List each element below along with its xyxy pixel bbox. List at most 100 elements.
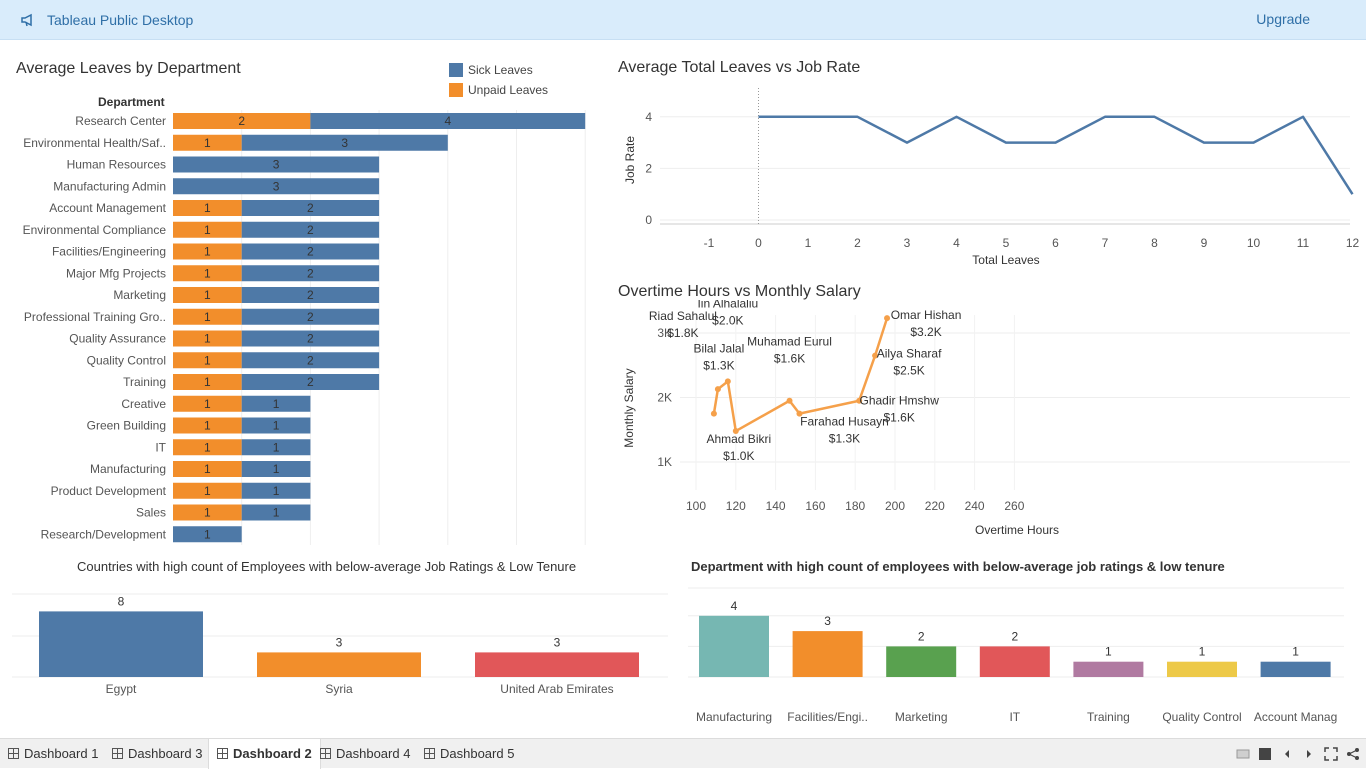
megaphone-icon xyxy=(21,13,32,27)
countries-title: Countries with high count of Employees w… xyxy=(77,559,577,574)
bar xyxy=(173,482,242,499)
category-label: IT xyxy=(1009,710,1020,724)
data-label: 1 xyxy=(204,223,211,237)
category-label: IT xyxy=(155,440,166,454)
y-tick-label: 2K xyxy=(657,391,672,405)
data-label: 2 xyxy=(307,223,314,237)
bar xyxy=(241,482,311,499)
x-tick-label: 160 xyxy=(805,499,825,513)
x-tick-label: 5 xyxy=(1003,236,1010,250)
data-label: 1 xyxy=(1199,645,1206,659)
share-icon[interactable] xyxy=(1346,747,1360,761)
point-value-label: $2.0K xyxy=(712,313,743,327)
data-label: 1 xyxy=(273,440,280,454)
bar xyxy=(1073,661,1144,677)
bar xyxy=(1260,661,1331,677)
leaves-by-dept-chart: Department Research Center 2 4 Environmental… xyxy=(23,95,586,545)
tab-dashboard-1[interactable]: Dashboard 1 xyxy=(0,739,106,769)
data-label: 1 xyxy=(204,397,211,411)
next-icon[interactable] xyxy=(1302,747,1316,761)
y-tick-label: 0 xyxy=(645,213,652,227)
bar xyxy=(173,221,242,238)
data-label: 1 xyxy=(204,506,211,520)
data-label: 2 xyxy=(307,332,314,346)
upgrade-link[interactable]: Upgrade xyxy=(1256,11,1310,27)
data-label: 1 xyxy=(204,245,211,259)
data-point xyxy=(732,428,739,435)
data-label: 1 xyxy=(204,288,211,302)
data-label: 2 xyxy=(307,310,314,324)
y-axis-label: Job Rate xyxy=(623,136,637,184)
data-label: 3 xyxy=(336,635,343,649)
data-label: 2 xyxy=(307,201,314,215)
bar xyxy=(241,308,380,325)
point-name-label: Ailya Sharaf xyxy=(877,347,942,361)
x-tick-label: 180 xyxy=(845,499,865,513)
point-value-label: $1.0K xyxy=(723,449,754,463)
data-label: 1 xyxy=(273,484,280,498)
tab-label: Dashboard 5 xyxy=(440,746,515,761)
bar xyxy=(241,439,311,456)
category-label: Egypt xyxy=(106,682,137,696)
data-label: 1 xyxy=(1292,645,1299,659)
data-label: 1 xyxy=(1105,645,1112,659)
legend-label: Unpaid Leaves xyxy=(468,83,549,97)
data-label: 3 xyxy=(554,635,561,649)
point-value-label: $3.2K xyxy=(910,325,941,339)
x-tick-label: 12 xyxy=(1346,236,1360,250)
data-label: 1 xyxy=(204,266,211,280)
category-label: Training xyxy=(1087,710,1130,724)
category-label: Account Manag xyxy=(1254,710,1337,724)
data-label: 8 xyxy=(118,594,125,608)
data-label: 3 xyxy=(341,136,348,150)
tab-bar: Dashboard 1 Dashboard 3 Dashboard 2 Dash… xyxy=(0,738,1366,769)
tab-label: Dashboard 2 xyxy=(233,746,312,761)
bar xyxy=(173,265,242,282)
legend-item-sick[interactable]: Sick Leaves xyxy=(449,60,548,80)
tab-dashboard-2[interactable]: Dashboard 2 xyxy=(208,739,321,769)
bar xyxy=(241,352,380,369)
y-tick-label: 2 xyxy=(645,161,652,175)
bar xyxy=(173,243,242,260)
tab-dashboard-5[interactable]: Dashboard 5 xyxy=(416,739,522,769)
tab-dashboard-3[interactable]: Dashboard 3 xyxy=(104,739,210,769)
prev-icon[interactable] xyxy=(1280,747,1294,761)
x-tick-label: 0 xyxy=(755,236,762,250)
tab-label: Dashboard 4 xyxy=(336,746,411,761)
bar xyxy=(173,395,242,412)
data-label: 2 xyxy=(307,375,314,389)
dashboard-icon xyxy=(8,748,19,759)
bar xyxy=(173,287,242,303)
bar xyxy=(173,417,242,434)
y-tick-label: 4 xyxy=(645,110,652,124)
category-label: Professional Training Gro.. xyxy=(24,310,166,324)
tab-dashboard-4[interactable]: Dashboard 4 xyxy=(312,739,418,769)
dashboard-icon xyxy=(217,748,228,759)
column-header: Department xyxy=(98,95,165,109)
present-icon[interactable] xyxy=(1258,747,1272,761)
bar xyxy=(173,200,242,216)
bar xyxy=(173,330,242,347)
bar xyxy=(886,646,957,677)
data-point xyxy=(856,397,863,404)
point-name-label: Ahmad Bikri xyxy=(706,432,771,446)
x-tick-label: 120 xyxy=(726,499,746,513)
bar xyxy=(241,374,380,390)
data-label: 1 xyxy=(204,375,211,389)
fullscreen-icon[interactable] xyxy=(1324,747,1338,761)
point-name-label: Omar Hishan xyxy=(891,308,962,322)
category-label: Green Building xyxy=(87,419,166,433)
x-tick-label: 6 xyxy=(1052,236,1059,250)
data-label: 1 xyxy=(273,462,280,476)
point-value-label: $2.5K xyxy=(893,364,924,378)
category-label: Human Resources xyxy=(67,158,166,172)
data-label: 3 xyxy=(824,614,831,628)
data-label: 3 xyxy=(273,179,280,193)
data-label: 1 xyxy=(204,136,211,150)
x-tick-label: 1 xyxy=(805,236,812,250)
grid-view-icon[interactable] xyxy=(1236,747,1250,761)
x-tick-label: -1 xyxy=(704,236,715,250)
bar xyxy=(173,178,380,195)
legend-item-unpaid[interactable]: Unpaid Leaves xyxy=(449,80,548,100)
data-label: 1 xyxy=(204,484,211,498)
